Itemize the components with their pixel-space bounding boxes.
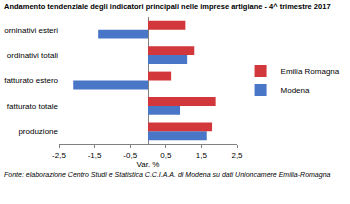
svg-text:Var. %: Var. % (137, 160, 160, 169)
html-text:Andamento tendenziale degli in: Andamento tendenziale degli indicatori p… (4, 2, 331, 11)
svg-text:fatturato totale: fatturato totale (7, 102, 59, 111)
svg-text:produzione: produzione (18, 127, 58, 136)
html-text:Fonte: elaborazione Centro Stu: Fonte: elaborazione Centro Studi e Stati… (4, 171, 331, 178)
svg-text:2,5: 2,5 (231, 151, 243, 160)
svg-text:fatturato estero: fatturato estero (4, 76, 58, 85)
svg-text:1,5: 1,5 (196, 151, 208, 160)
svg-text:Modena: Modena (281, 86, 310, 95)
svg-text:-0,5: -0,5 (123, 151, 137, 160)
svg-text:orninativi esteri: orninativi esteri (4, 26, 58, 35)
svg-text:-1,5: -1,5 (88, 151, 102, 160)
svg-text:-2,5: -2,5 (52, 151, 66, 160)
svg-text:Emilia Romagna: Emilia Romagna (281, 67, 340, 76)
svg-text:0,5: 0,5 (160, 151, 172, 160)
svg-text:ordinativi totali: ordinativi totali (7, 51, 58, 60)
